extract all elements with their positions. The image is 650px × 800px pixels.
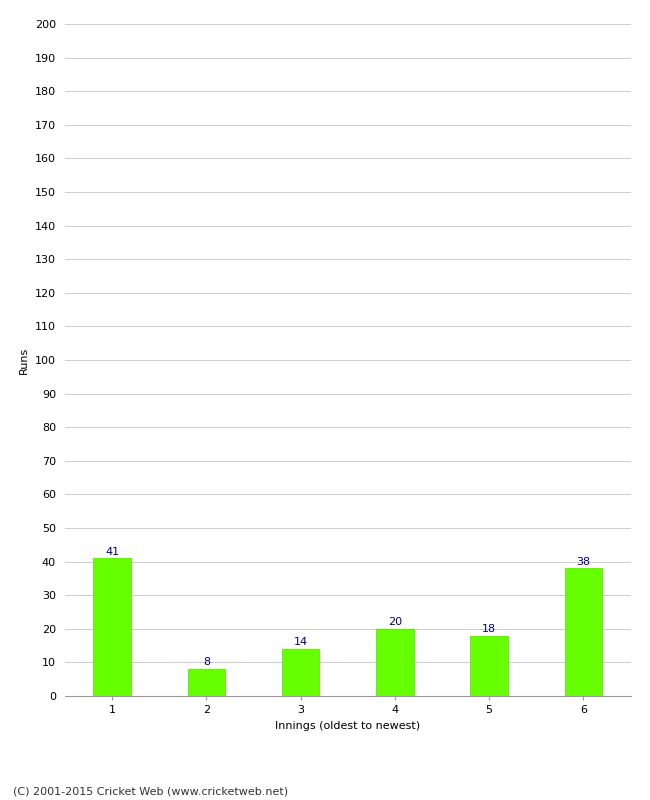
Text: 20: 20 — [388, 617, 402, 627]
Bar — [94, 558, 131, 696]
Bar — [281, 649, 319, 696]
Bar — [564, 568, 602, 696]
X-axis label: Innings (oldest to newest): Innings (oldest to newest) — [275, 721, 421, 730]
Bar — [376, 629, 413, 696]
Text: 41: 41 — [105, 546, 119, 557]
Bar — [188, 669, 226, 696]
Bar — [470, 635, 508, 696]
Text: 8: 8 — [203, 658, 210, 667]
Text: 14: 14 — [294, 638, 307, 647]
Y-axis label: Runs: Runs — [20, 346, 29, 374]
Text: (C) 2001-2015 Cricket Web (www.cricketweb.net): (C) 2001-2015 Cricket Web (www.cricketwe… — [13, 786, 288, 796]
Text: 38: 38 — [577, 557, 590, 566]
Text: 18: 18 — [482, 624, 496, 634]
